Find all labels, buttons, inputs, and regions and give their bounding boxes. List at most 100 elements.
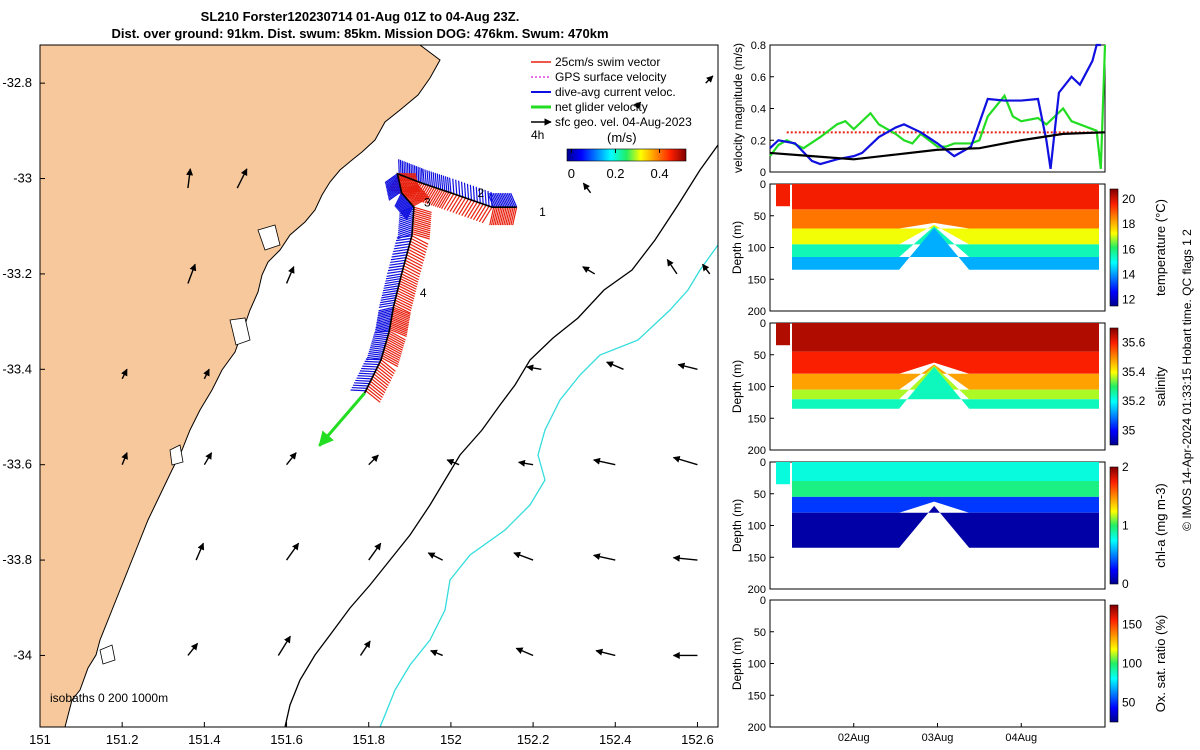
dive-current-vector (369, 344, 386, 348)
swim-vector (413, 210, 432, 218)
swim-vector (379, 361, 395, 375)
dive-current-vector (481, 188, 484, 205)
swim-vector (411, 194, 428, 205)
colorbar-tick-label: 0 (568, 166, 575, 181)
section-x-tick-label: 03Aug (922, 732, 954, 744)
dive-current-vector (376, 315, 393, 320)
swim-vector (370, 380, 386, 394)
dive-current-vector (381, 292, 398, 297)
dive-current-vector (490, 192, 498, 208)
geo-velocity-arrow (592, 553, 616, 561)
geo-velocity-arrow (121, 368, 128, 380)
dive-current-vector (501, 192, 509, 208)
swim-vector (470, 202, 481, 220)
dive-current-vector (399, 208, 414, 215)
track-line (363, 172, 517, 394)
dive-current-vector (383, 285, 399, 289)
dive-current-vector (397, 229, 413, 236)
section-colorbar-tick-label: 1 (1122, 519, 1129, 533)
velocity-y-tick-label: 0.2 (751, 135, 766, 147)
dive-current-vector (387, 267, 404, 272)
swim-vector (383, 349, 401, 359)
dive-current-vector (378, 306, 394, 312)
dive-current-vector (398, 197, 407, 212)
dive-current-vector (417, 166, 420, 182)
map-x-tick-label: 152.6 (681, 732, 714, 747)
swim-vector (426, 187, 438, 205)
coastal-lakes (99, 224, 281, 665)
dive-current-vector (365, 358, 382, 361)
swim-vector (391, 316, 409, 326)
dive-current-vector (430, 171, 434, 187)
swim-vector (501, 207, 507, 226)
swim-vector (397, 290, 415, 300)
section-colorbar-tick-label: 35 (1122, 423, 1136, 437)
section-colorbar-tick-label: 18 (1122, 217, 1136, 231)
dive-current-vector (424, 169, 427, 185)
geo-velocity-arrow (446, 458, 460, 466)
dive-current-vector (355, 379, 371, 382)
dive-current-vector (371, 340, 387, 344)
swim-vector (390, 322, 409, 331)
swim-vector (375, 368, 392, 382)
net-glider-velocity-arrow (318, 392, 366, 447)
swim-vector (387, 336, 404, 347)
dive-current-vector (478, 187, 481, 204)
swim-vector (380, 359, 396, 372)
swim-vector (387, 334, 405, 345)
swim-vector (413, 216, 432, 224)
swim-vector (403, 186, 421, 197)
chart-title-line1: SL210 Forster120230714 01-Aug 01Z to 04-… (200, 9, 520, 24)
dive-current-vector (354, 382, 370, 385)
dive-current-vector (387, 188, 402, 199)
section-y-tick-label: 100 (748, 382, 766, 394)
dive-current-vector (350, 389, 366, 392)
legend-swim: 25cm/s swim vector (555, 55, 660, 69)
map-y-tick-label: -34 (13, 647, 32, 662)
swim-vector (412, 227, 431, 234)
swim-vector (398, 285, 416, 295)
dive-current-vector (440, 174, 444, 191)
geo-velocity-arrow (277, 635, 291, 656)
section-colorbar-tick-label: 35.4 (1122, 365, 1146, 379)
dive-current-vector (384, 282, 400, 287)
swim-vector (382, 353, 400, 363)
swim-vector (378, 364, 394, 377)
geo-velocity-arrow (368, 454, 379, 466)
day-marker-label: 4 (420, 286, 427, 300)
dive-current-vector (484, 189, 487, 206)
section-y-tick-label: 0 (760, 457, 766, 469)
dive-current-vector (384, 173, 398, 184)
dive-current-vector (463, 182, 467, 198)
swim-vector (478, 205, 490, 223)
dive-current-vector (390, 259, 406, 264)
dive-current-vector (374, 327, 390, 332)
swim-vector (496, 207, 502, 226)
section-axes (769, 599, 1106, 728)
swim-vector (374, 371, 390, 384)
swim-vector (446, 194, 458, 211)
dive-current-vector (490, 191, 493, 208)
swim-vector (386, 338, 404, 349)
geo-velocity-arrow (285, 452, 297, 466)
dive-current-vector (374, 330, 390, 334)
dive-current-vector (377, 310, 393, 315)
swim-vector (410, 237, 428, 248)
geo-velocity-arrow (592, 457, 616, 466)
dive-current-vector (446, 176, 450, 193)
temperature-section-panel: 0 50 100 150 200 Depth (m) 12 14 16 18 20 temperatu… (730, 179, 1168, 318)
section-colorbar (1109, 188, 1119, 307)
dive-current-vector (395, 193, 404, 208)
dive-current-vector (398, 159, 400, 175)
section-depth-band (792, 364, 1099, 390)
geo-velocity-arrow (526, 364, 542, 372)
section-depth-band (792, 209, 1099, 229)
dive-current-vector (394, 243, 410, 247)
swim-vector (404, 187, 422, 198)
swim-vector (461, 199, 472, 216)
dive-current-vector (377, 313, 393, 319)
swim-vector (393, 306, 411, 315)
chla-section-panel: 0 50 100 150 200 Depth (m) 0 1 2 chl-a (mg m-3) (730, 457, 1168, 596)
map-y-tick-label: -33.6 (2, 457, 32, 472)
swim-vector (411, 231, 431, 238)
